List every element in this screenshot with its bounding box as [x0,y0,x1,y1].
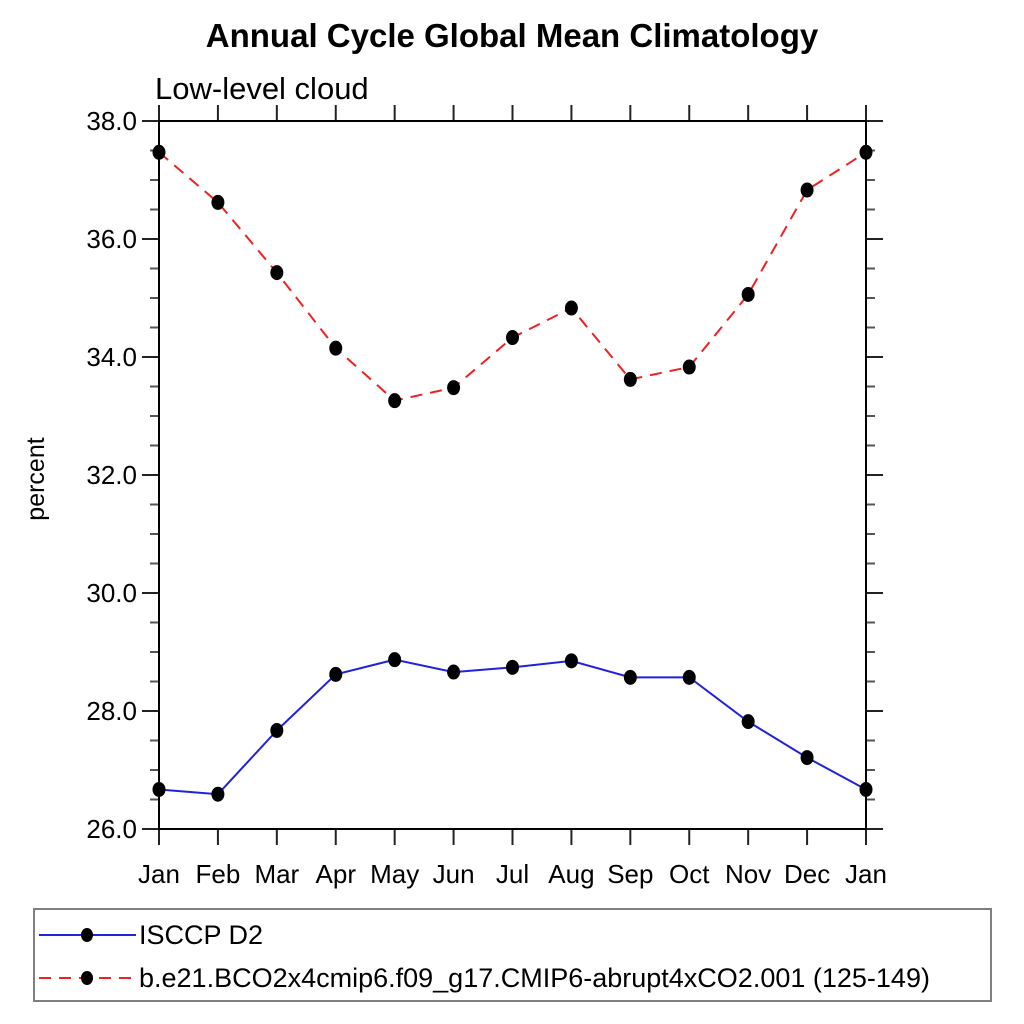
x-tick-label: Mar [254,859,299,889]
series-marker-1 [270,265,284,281]
x-tick-label: May [370,859,419,889]
series-marker-0 [388,652,402,668]
y-tick-label: 26.0 [86,814,137,844]
series-marker-0 [800,750,814,766]
x-tick-label: Dec [784,859,830,889]
series-marker-0 [270,722,284,738]
series-marker-1 [211,194,225,210]
series-marker-1 [152,144,166,160]
series-marker-0 [447,664,461,680]
series-marker-1 [388,393,402,409]
series-marker-1 [741,286,755,302]
legend-label-model: b.e21.BCO2x4cmip6.f09_g17.CMIP6-abrupt4x… [139,962,930,993]
y-axis-title: percent [22,437,50,520]
legend-line-dashed-icon [39,971,136,985]
legend-label-isccp: ISCCP D2 [139,919,264,950]
series-marker-1 [682,359,696,375]
chart-title: Annual Cycle Global Mean Climatology [205,17,819,54]
x-tick-label: Apr [316,859,357,889]
series-marker-1 [859,144,873,160]
x-tick-label: Jan [845,859,887,889]
x-tick-label: Nov [725,859,771,889]
y-tick-label: 28.0 [86,696,137,726]
legend-entry-model: b.e21.BCO2x4cmip6.f09_g17.CMIP6-abrupt4x… [37,963,930,993]
series-marker-0 [564,653,578,669]
y-tick-label: 34.0 [86,342,137,372]
series-marker-0 [152,781,166,797]
x-tick-label: Feb [196,859,241,889]
series-marker-1 [329,340,343,356]
series-marker-1 [800,182,814,198]
x-tick-label: Oct [669,859,710,889]
legend: ISCCP D2 b.e21.BCO2x4cmip6.f09_g17.CMIP6… [33,908,992,1002]
series-marker-0 [211,786,225,802]
series-marker-0 [859,781,873,797]
series-marker-0 [741,714,755,730]
y-tick-label: 32.0 [86,460,137,490]
x-tick-label: Sep [607,859,653,889]
x-tick-label: Aug [548,859,594,889]
x-tick-label: Jul [496,859,529,889]
series-marker-1 [623,371,637,387]
series-marker-1 [447,380,461,396]
y-tick-label: 36.0 [86,224,137,254]
series-marker-0 [623,669,637,685]
plot-frame [158,120,867,830]
legend-line-solid-icon [39,928,136,942]
series-marker-1 [564,300,578,316]
series-line-1 [158,151,867,402]
x-tick-label: Jun [433,859,475,889]
legend-entry-isccp: ISCCP D2 [37,920,263,950]
series-marker-0 [329,666,343,682]
series-marker-0 [506,659,519,675]
series-marker-1 [506,330,519,346]
chart-subtitle: Low-level cloud [155,71,369,106]
y-tick-label: 38.0 [86,106,137,136]
series-marker-0 [682,669,696,685]
y-tick-label: 30.0 [86,578,137,608]
x-tick-label: Jan [138,859,180,889]
series-line-0 [158,658,867,796]
